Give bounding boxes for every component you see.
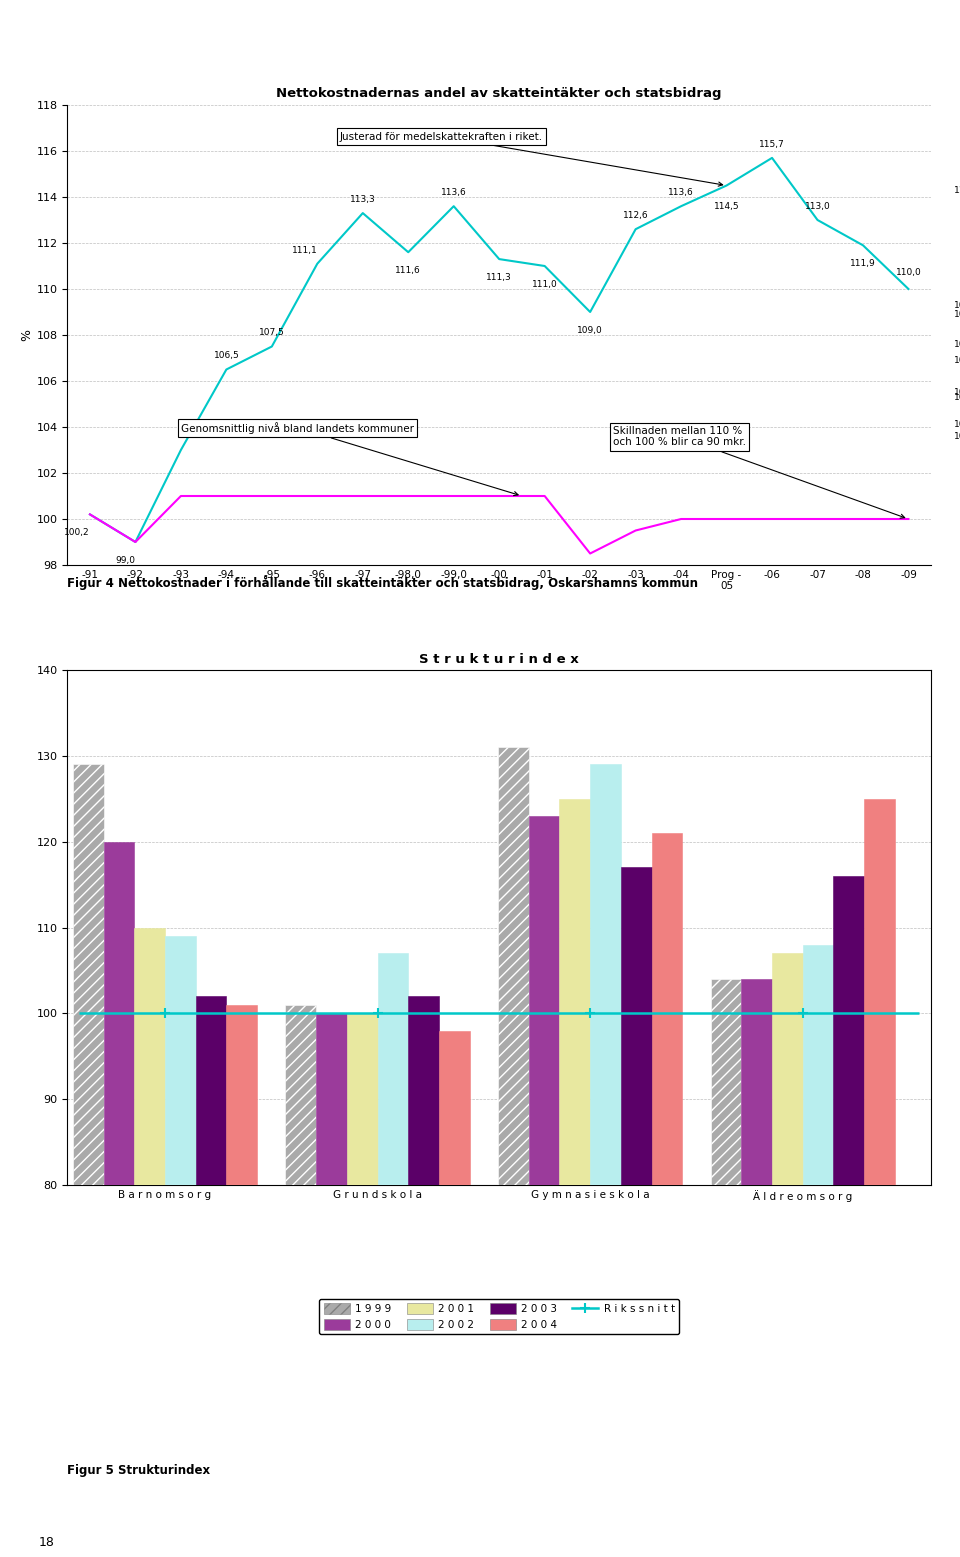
Text: 100,2: 100,2 bbox=[64, 528, 90, 537]
Bar bbox=[772, 953, 803, 1557]
Bar bbox=[652, 833, 683, 1557]
Text: 107,5: 107,5 bbox=[259, 329, 285, 338]
Text: 108,9: 108,9 bbox=[954, 310, 960, 319]
Text: 103,6: 103,6 bbox=[954, 431, 960, 441]
Bar bbox=[73, 764, 104, 1557]
Text: Justerad för medelskattekraften i riket.: Justerad för medelskattekraften i riket. bbox=[340, 131, 723, 187]
Text: 109,3: 109,3 bbox=[954, 301, 960, 310]
Text: Skillnaden mellan 110 %
och 100 % blir ca 90 mkr.: Skillnaden mellan 110 % och 100 % blir c… bbox=[612, 425, 904, 518]
Title: Nettokostnadernas andel av skatteintäkter och statsbidrag: Nettokostnadernas andel av skatteintäkte… bbox=[276, 87, 722, 100]
Text: 106,9: 106,9 bbox=[954, 357, 960, 364]
Bar bbox=[803, 945, 833, 1557]
Text: 115,7: 115,7 bbox=[759, 140, 785, 149]
Y-axis label: %: % bbox=[20, 329, 34, 341]
Text: 105,3: 105,3 bbox=[954, 392, 960, 402]
Text: 113,3: 113,3 bbox=[349, 195, 375, 204]
Bar bbox=[165, 936, 196, 1557]
Text: 114,5: 114,5 bbox=[713, 201, 739, 210]
Bar bbox=[590, 764, 621, 1557]
Bar bbox=[377, 953, 408, 1557]
Text: 104,1: 104,1 bbox=[954, 420, 960, 430]
Bar bbox=[196, 996, 227, 1557]
Text: 109,0: 109,0 bbox=[577, 325, 603, 335]
Bar bbox=[104, 842, 134, 1557]
Text: 107,6: 107,6 bbox=[954, 339, 960, 349]
Bar bbox=[560, 799, 590, 1557]
Text: Genomsnittlig nivå bland landets kommuner: Genomsnittlig nivå bland landets kommune… bbox=[180, 422, 518, 495]
Bar bbox=[529, 816, 560, 1557]
Bar bbox=[408, 996, 439, 1557]
Bar bbox=[439, 1031, 469, 1557]
Bar bbox=[833, 877, 864, 1557]
Text: 113,6: 113,6 bbox=[668, 188, 694, 198]
Bar bbox=[741, 979, 772, 1557]
Bar bbox=[347, 1014, 377, 1557]
Text: 113,0: 113,0 bbox=[804, 202, 830, 210]
Bar bbox=[710, 979, 741, 1557]
Text: 106,5: 106,5 bbox=[213, 352, 239, 360]
Text: Inledning: Inledning bbox=[67, 422, 132, 436]
Title: S t r u k t u r i n d e x: S t r u k t u r i n d e x bbox=[420, 652, 579, 666]
Legend: 1 9 9 9, 2 0 0 0, 2 0 0 1, 2 0 0 2, 2 0 0 3, 2 0 0 4, R i k s s n i t t: 1 9 9 9, 2 0 0 0, 2 0 0 1, 2 0 0 2, 2 0 … bbox=[320, 1299, 679, 1334]
Text: 111,1: 111,1 bbox=[292, 246, 318, 254]
Text: OSKARSHAMNS KOMMUN: OSKARSHAMNS KOMMUN bbox=[67, 369, 305, 386]
Bar bbox=[316, 1014, 347, 1557]
Text: 18: 18 bbox=[38, 1537, 55, 1549]
Text: Figur 5 Strukturindex: Figur 5 Strukturindex bbox=[67, 1464, 210, 1476]
Bar bbox=[134, 928, 165, 1557]
Text: 105,5: 105,5 bbox=[954, 388, 960, 397]
Text: 114,3: 114,3 bbox=[954, 185, 960, 195]
Text: 113,6: 113,6 bbox=[441, 188, 467, 198]
Bar bbox=[498, 747, 529, 1557]
Text: Figur 4 Nettokostnader i förhållande till skatteintäkter och statsbidrag, Oskars: Figur 4 Nettokostnader i förhållande til… bbox=[67, 575, 698, 590]
Text: 111,6: 111,6 bbox=[396, 266, 421, 276]
Bar bbox=[864, 799, 895, 1557]
Text: 110,0: 110,0 bbox=[896, 268, 922, 277]
Text: 112,6: 112,6 bbox=[623, 212, 648, 220]
Text: 99,0: 99,0 bbox=[115, 556, 135, 565]
Text: 111,9: 111,9 bbox=[851, 258, 876, 268]
Bar bbox=[285, 1004, 316, 1557]
Bar bbox=[621, 867, 652, 1557]
Text: 111,0: 111,0 bbox=[532, 280, 558, 288]
Text: 111,3: 111,3 bbox=[487, 272, 512, 282]
Bar bbox=[227, 1004, 257, 1557]
